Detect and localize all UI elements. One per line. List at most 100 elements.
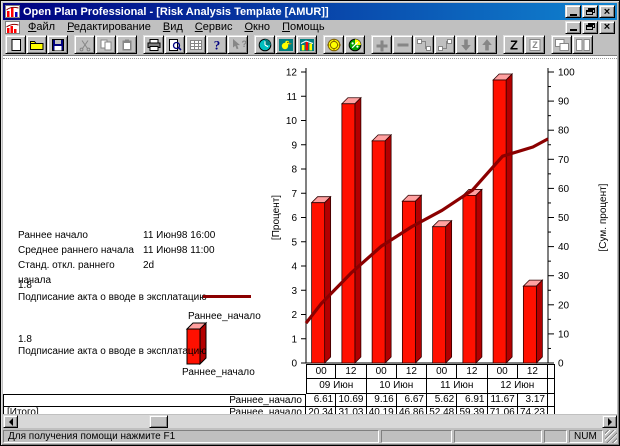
total-label: [Итого] <box>7 407 39 414</box>
svg-text:2: 2 <box>291 310 297 321</box>
svg-text:10: 10 <box>286 116 298 127</box>
move-up-button <box>476 35 497 54</box>
bar-00 <box>310 195 332 364</box>
status-panel <box>454 430 542 443</box>
x-axis-date-cell: 11 Июн <box>427 379 488 394</box>
child-restore-button[interactable] <box>582 20 598 34</box>
svg-text:1: 1 <box>291 334 297 345</box>
close-icon: × <box>603 21 611 33</box>
x-axis-hour-cell: 12 <box>396 364 427 379</box>
child-close-button[interactable]: × <box>599 20 615 34</box>
menu-edit[interactable]: Редактирование <box>67 20 151 33</box>
open-file-button[interactable] <box>26 35 47 54</box>
clock-icon <box>258 38 271 51</box>
svg-text:?: ? <box>213 38 220 52</box>
print-preview-button[interactable] <box>164 35 185 54</box>
x-axis-date-cell: 09 Июн <box>306 379 367 394</box>
scroll-right-button[interactable] <box>602 415 617 428</box>
results-table: 00 12 00 12 00 12 00 12 09 Июн 10 Июн 11 Июн 12 Июн… <box>3 364 555 414</box>
time-analysis-button[interactable] <box>254 35 275 54</box>
status-panel <box>381 430 452 443</box>
save-button[interactable] <box>47 35 68 54</box>
risk-analysis-button[interactable] <box>296 35 317 54</box>
restore-button[interactable] <box>582 5 598 18</box>
bar-12 <box>401 194 423 364</box>
clipboard-icon <box>122 39 131 50</box>
bar-value-cell: 5.62 <box>427 394 458 407</box>
svg-text:4: 4 <box>291 262 297 273</box>
resource-analysis-button[interactable] <box>275 35 296 54</box>
menu-tools[interactable]: Сервис <box>194 20 233 33</box>
svg-text:9: 9 <box>291 140 297 151</box>
cascade-windows-button <box>551 35 572 54</box>
menu-view[interactable]: Вид <box>162 20 183 33</box>
x-axis-hour-cell: 12 <box>457 364 488 379</box>
toolbar-group <box>323 35 365 54</box>
unlink-icon <box>437 38 452 51</box>
link-icon <box>416 38 431 51</box>
letter-z-icon: Z <box>510 38 518 52</box>
print-button[interactable] <box>143 35 164 54</box>
svg-text:50: 50 <box>558 213 570 224</box>
plus-icon <box>376 40 387 51</box>
stat-value: 11 Июн98 16:00 <box>143 230 216 241</box>
stat-label: Среднее раннего начала <box>18 245 134 256</box>
percent-complete-button[interactable] <box>344 35 365 54</box>
minimize-icon <box>569 13 577 16</box>
sort-report-button: Z <box>524 35 545 54</box>
line-legend-value: 1.8 <box>18 280 32 291</box>
bar-value-cell: 10.69 <box>336 394 367 407</box>
cost-analysis-button[interactable] <box>323 35 344 54</box>
status-panel <box>544 430 567 443</box>
arrow-question-icon: ? <box>232 38 246 49</box>
cum-value-cell: 52.48 <box>427 407 458 414</box>
x-axis-spacer <box>3 364 306 379</box>
help-button[interactable]: ? <box>206 35 227 54</box>
x-axis-edge-cell <box>548 379 555 394</box>
edit-table-button <box>185 35 206 54</box>
arrow-left-icon <box>5 417 13 426</box>
horizontal-scrollbar[interactable] <box>3 415 617 428</box>
minimize-button[interactable] <box>565 5 581 18</box>
sort-button[interactable]: Z <box>503 35 524 54</box>
scissors-icon <box>79 39 90 51</box>
child-minimize-button[interactable] <box>565 20 581 34</box>
scrollbar-thumb[interactable] <box>149 415 168 428</box>
x-axis-date-cell: 10 Июн <box>366 379 427 394</box>
resize-grip[interactable] <box>605 430 617 443</box>
question-icon: ? <box>213 38 220 52</box>
bird-icon <box>278 38 293 51</box>
new-document-button[interactable] <box>5 35 26 54</box>
page-icon <box>11 38 21 51</box>
svg-text:0: 0 <box>558 359 564 370</box>
menu-file[interactable]: Файл <box>28 20 56 33</box>
paste-button <box>116 35 137 54</box>
toolbar-group <box>254 35 317 54</box>
title-bar: Open Plan Professional - [Risk Analysis … <box>3 3 617 20</box>
arrow-down-icon <box>460 39 471 51</box>
bar-value-cell: 11.67 <box>487 394 518 407</box>
num-lock-indicator: NUM <box>569 430 603 443</box>
menu-help[interactable]: Помощь <box>282 20 325 33</box>
close-button[interactable]: × <box>599 5 615 18</box>
restore-icon <box>585 7 595 16</box>
scroll-left-button[interactable] <box>3 415 18 428</box>
statistics-panel: Раннее начало 11 Июн98 16:00 Среднее ран… <box>18 228 215 288</box>
bar-00 <box>431 219 453 364</box>
menu-window[interactable]: Окно <box>244 20 271 33</box>
cum-value-cell: 46.86 <box>396 407 427 414</box>
status-message: Для получения помощи нажмите F1 <box>3 430 379 443</box>
bar-legend-value: 1.8 <box>18 334 32 345</box>
bar-12 <box>522 279 544 364</box>
bar-12 <box>461 188 483 364</box>
line-legend-series: Раннее_начало <box>188 311 261 322</box>
preview-icon <box>168 38 182 51</box>
window-title: Open Plan Professional - [Risk Analysis … <box>23 5 329 18</box>
svg-text:Z: Z <box>510 38 518 52</box>
stat-value: 2d <box>143 260 155 271</box>
svg-text:6: 6 <box>291 213 297 224</box>
svg-text:40: 40 <box>558 242 570 253</box>
cum-row-series-label: Раннее_начало <box>229 407 302 414</box>
copy-icon <box>100 39 111 50</box>
copy-button <box>95 35 116 54</box>
